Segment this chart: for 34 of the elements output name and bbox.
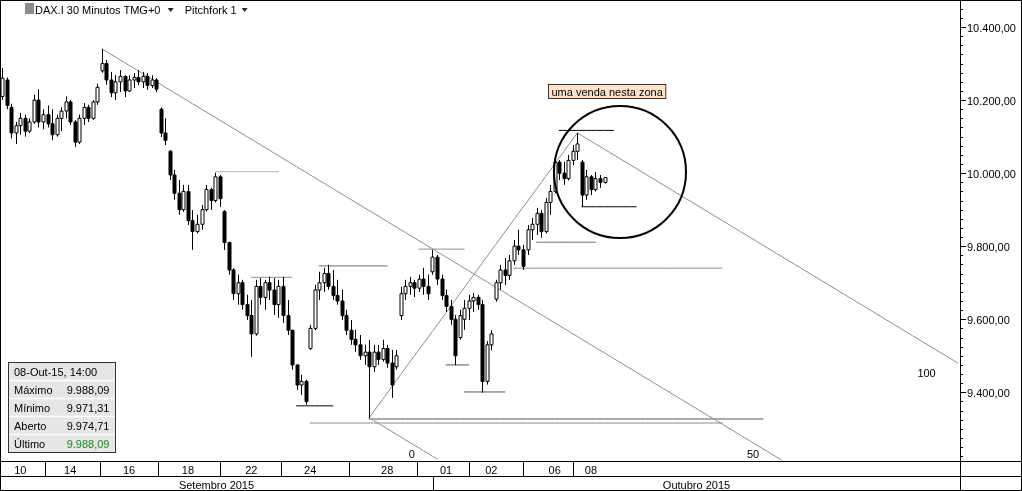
x-tick-label: 22 — [245, 463, 258, 476]
annotation: 9.974,71 — [66, 419, 110, 432]
annotation: Último — [14, 437, 46, 450]
annotation: 9.988,09 — [66, 437, 110, 450]
x-tick-label: 06 — [548, 463, 561, 476]
annotation: 9.971,31 — [66, 401, 110, 414]
x-tick-label: 14 — [64, 463, 77, 476]
x-tick-label: 24 — [304, 463, 317, 476]
x-tick-label: 10 — [14, 463, 27, 476]
y-tick-label: 10.400,00 — [967, 21, 1016, 34]
series-label: 100 — [917, 367, 936, 380]
annotation: 9.988,09 — [66, 383, 110, 396]
series-label: 50 — [746, 448, 760, 460]
y-tick-label: 9.800,00 — [967, 240, 1010, 253]
x-tick-label: 18 — [181, 463, 195, 476]
chart-subtitle: Pitchfork 1 — [184, 4, 237, 16]
annotation: Aberto — [14, 419, 47, 432]
chart-title: DAX.I 30 Minutos TMG+0 — [35, 4, 161, 16]
text: Outubro 2015 — [662, 478, 731, 491]
y-tick-label: 9.600,00 — [967, 313, 1010, 326]
y-tick-label: 10.000,00 — [967, 167, 1016, 180]
series-label: 0 — [408, 448, 415, 460]
x-tick-label: 08 — [584, 463, 598, 476]
x-tick-label: 02 — [485, 463, 498, 476]
x-tick-label: 16 — [122, 463, 136, 476]
annotation: Mínimo — [14, 401, 51, 414]
annotation: 08-Out-15, 14:00 — [14, 365, 98, 378]
x-tick-label: 01 — [439, 463, 453, 476]
x-tick-label: 28 — [381, 463, 394, 476]
y-tick-label: 10.200,00 — [967, 94, 1016, 107]
text: Setembro 2015 — [178, 478, 255, 491]
y-tick-label: 9.400,00 — [967, 386, 1010, 399]
annotation: uma venda nesta zona — [551, 85, 664, 98]
annotation: Máximo — [14, 383, 53, 396]
